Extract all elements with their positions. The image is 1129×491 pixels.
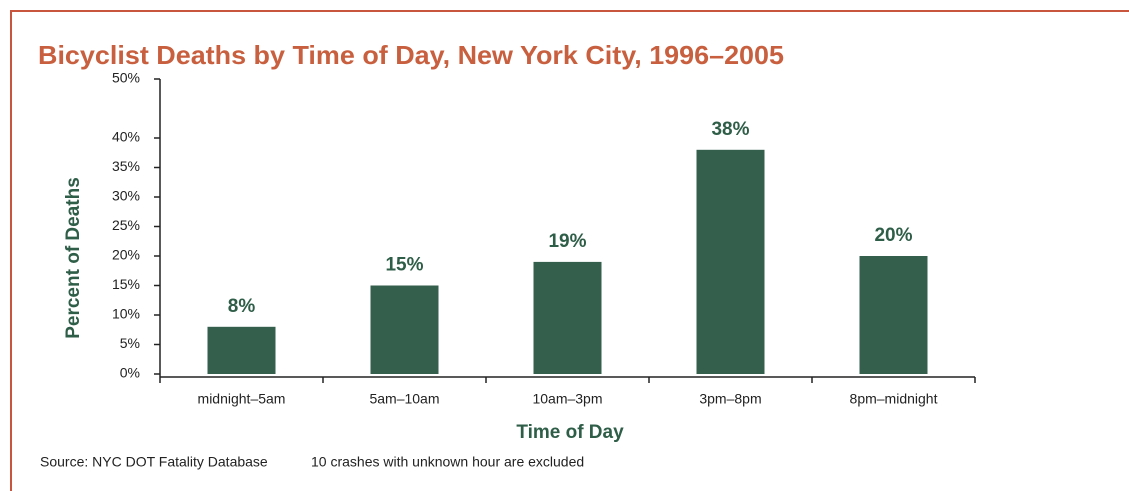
y-axis-label: Percent of Deaths [63,177,84,339]
y-tick-label: 15% [112,276,140,292]
bar [207,326,276,374]
y-tick-label: 40% [112,129,140,145]
data-label: 38% [711,119,749,140]
x-tick-label: 8pm–midnight [850,391,938,407]
x-tick-label: 10am–3pm [532,391,602,407]
data-label: 20% [874,225,912,246]
x-tick-label: 3pm–8pm [699,391,761,407]
x-axis-label: Time of Day [516,422,624,443]
y-tick-label: 10% [112,306,140,322]
data-label: 8% [228,296,256,317]
bar [533,261,602,374]
y-tick-label: 35% [112,158,140,174]
chart-title: Bicyclist Deaths by Time of Day, New Yor… [38,40,784,70]
bar [696,149,765,374]
bar [859,256,928,374]
source-note: Source: NYC DOT Fatality Database [40,454,268,470]
x-tick-label: 5am–10am [369,391,439,407]
x-tick-label: midnight–5am [198,391,286,407]
y-tick-label: 0% [120,365,140,381]
y-tick-label: 50% [112,70,140,86]
exclusion-note: 10 crashes with unknown hour are exclude… [311,454,584,470]
y-tick-label: 30% [112,188,140,204]
y-tick-label: 5% [120,335,140,351]
y-tick-label: 25% [112,217,140,233]
data-label: 19% [548,231,586,252]
bar [370,285,439,374]
data-label: 15% [385,255,423,276]
y-tick-label: 20% [112,247,140,263]
